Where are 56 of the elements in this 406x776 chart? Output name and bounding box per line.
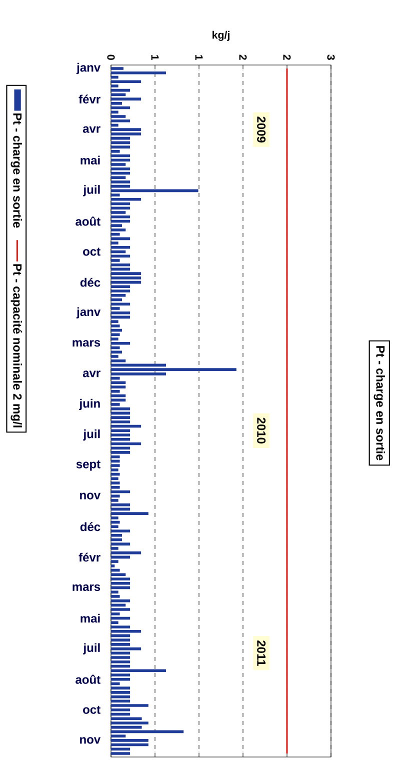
bar [110, 302, 130, 306]
bar [110, 158, 130, 162]
annotation: 2011 [257, 640, 266, 666]
bar [110, 254, 130, 258]
y-tick-label: mai [80, 614, 100, 623]
y-tick-label: juil [83, 429, 100, 441]
x-tick-label: 1 [151, 55, 159, 60]
y-tick-label: févr [78, 94, 100, 104]
bar [110, 669, 166, 672]
annotation: 2010 [257, 418, 266, 444]
bar [110, 333, 120, 336]
bar [110, 119, 130, 122]
bar [110, 350, 122, 354]
bar [110, 660, 130, 664]
y-tick-label: déc [80, 278, 100, 287]
bar [110, 246, 130, 249]
text: Pt - charge en sortie [374, 346, 386, 460]
y-tick-label: févr [78, 552, 100, 562]
bar [110, 294, 126, 297]
y-tick-label: nov [80, 492, 101, 500]
y-tick-label: juil [83, 185, 100, 196]
bar [110, 342, 130, 345]
annotation: 2009 [257, 116, 266, 142]
y-tick-label: mai [80, 156, 100, 165]
y-tick-label: août [76, 216, 100, 226]
bar [110, 472, 120, 476]
y-tick-label: juin [79, 398, 100, 410]
x-tick-label: 0 [107, 54, 115, 60]
legend-label: Pt - capacité nominale 2 mg/l [10, 264, 22, 428]
bar [110, 71, 166, 74]
bar [110, 477, 118, 480]
bar [110, 573, 126, 576]
y-tick-label: mars [72, 584, 100, 592]
legend-label: Pt - charge en sortie [10, 114, 22, 228]
x-tick-label: 2 [239, 54, 247, 60]
x-tick-label: 1 [195, 55, 203, 60]
bar [110, 206, 130, 210]
y-tick-label: avr [82, 370, 100, 378]
y-tick-label: août [76, 674, 100, 684]
y-tick-label: oct [83, 706, 100, 714]
y-tick-label: oct [83, 248, 100, 256]
x-tick-label: 3 [327, 54, 335, 60]
y-tick-label: janv [76, 62, 101, 74]
x-axis-title: kg/j [212, 30, 230, 41]
y-tick-label: avr [82, 126, 100, 133]
y-tick-label: mars [72, 340, 100, 347]
bar [110, 460, 120, 463]
x-tick-label: 2 [283, 54, 291, 60]
bar [110, 520, 120, 524]
bar [110, 167, 130, 170]
y-tick-label: nov [80, 737, 101, 744]
y-tick-label: sept [76, 460, 100, 471]
y-tick-label: déc [80, 522, 100, 532]
y-tick-label: juil [83, 643, 100, 654]
y-tick-label: janv [76, 307, 101, 318]
bar [110, 381, 126, 384]
